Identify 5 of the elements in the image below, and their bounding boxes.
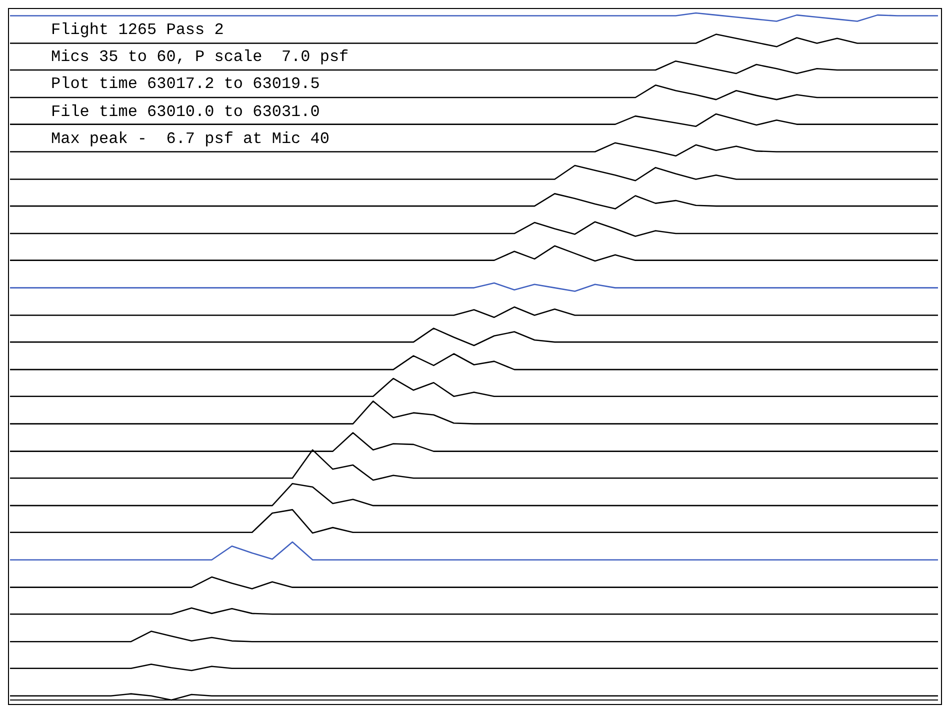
annotation: Flight 1265 Pass 2 bbox=[51, 20, 225, 41]
annotation: Mics 35 to 60, P scale 7.0 psf bbox=[51, 47, 349, 68]
annotation: Plot time 63017.2 to 63019.5 bbox=[51, 74, 321, 96]
annotation: Max peak - 6.7 psf at Mic 40 bbox=[51, 128, 330, 150]
annotation: File time 63010.0 to 63031.0 bbox=[51, 102, 321, 123]
